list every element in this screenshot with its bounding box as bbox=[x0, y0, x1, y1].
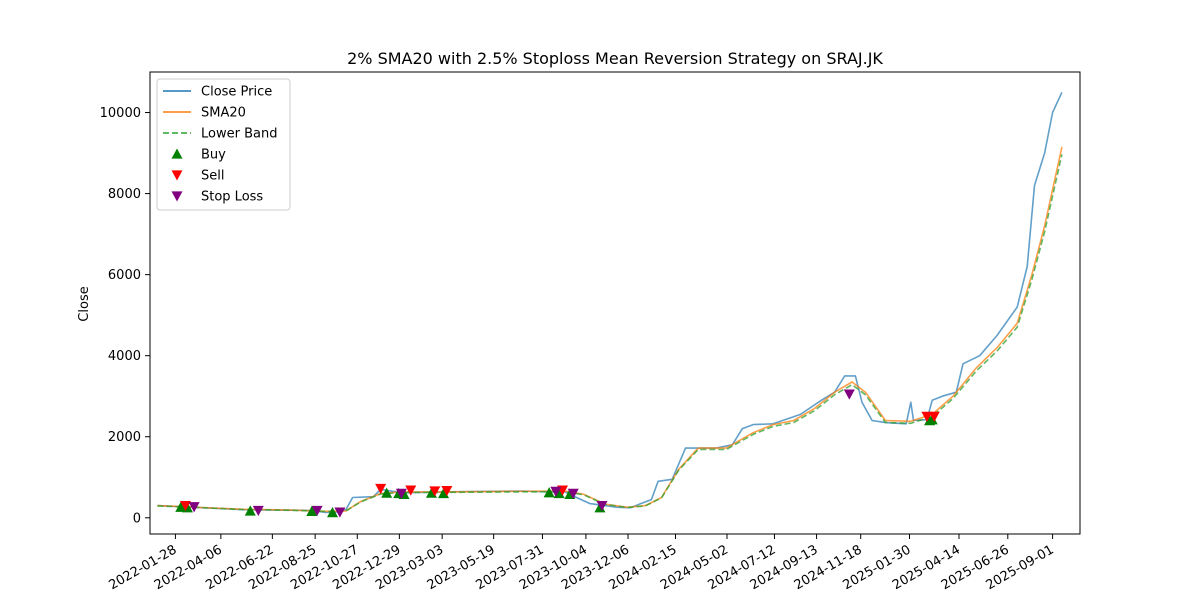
marker-buy bbox=[381, 487, 393, 498]
legend-label-sma20: SMA20 bbox=[201, 106, 246, 121]
marker-layer bbox=[175, 389, 940, 518]
marker-stop-loss bbox=[550, 486, 562, 497]
marker-sell bbox=[375, 483, 387, 495]
y-tick-label: 6000 bbox=[108, 268, 141, 283]
marker-sell bbox=[441, 485, 453, 497]
legend-marker-stop-loss bbox=[171, 191, 183, 202]
legend-label-sell: Sell bbox=[201, 169, 224, 184]
chart-title: 2% SMA20 with 2.5% Stoploss Mean Reversi… bbox=[347, 49, 883, 68]
y-tick-label: 2000 bbox=[108, 430, 141, 445]
marker-stop-loss bbox=[567, 488, 579, 499]
y-axis: 0 2000 4000 6000 8000 10000 bbox=[100, 106, 150, 526]
marker-stop-loss bbox=[188, 502, 200, 513]
marker-stop-loss bbox=[334, 507, 346, 518]
y-tick-label: 0 bbox=[133, 511, 141, 526]
marker-buy bbox=[543, 487, 555, 498]
marker-stop-loss bbox=[395, 488, 407, 499]
marker-buy bbox=[244, 505, 256, 516]
marker-stop-loss bbox=[252, 505, 264, 516]
y-tick-label: 10000 bbox=[100, 106, 141, 121]
plot-frame bbox=[149, 71, 1081, 535]
legend-label-lower-band: Lower Band bbox=[201, 127, 277, 142]
y-tick-label: 4000 bbox=[108, 349, 141, 364]
marker-buy bbox=[438, 487, 450, 499]
legend-marker-sell bbox=[171, 170, 183, 181]
x-axis: 2022-01-282022-04-062022-06-222022-08-25… bbox=[106, 534, 1057, 593]
legend: Close Price SMA20 Lower Band Buy Sell Stop Lo… bbox=[156, 78, 291, 211]
marker-buy bbox=[306, 505, 318, 516]
legend-label-buy: Buy bbox=[201, 148, 226, 163]
series-line-close-price bbox=[157, 91, 1063, 514]
marker-sell bbox=[928, 411, 940, 422]
marker-sell bbox=[429, 486, 441, 497]
series-line-sma20 bbox=[157, 146, 1063, 513]
legend-marker-buy bbox=[171, 148, 183, 159]
marker-stop-loss bbox=[843, 389, 855, 400]
marker-buy bbox=[175, 501, 187, 512]
legend-label-close-price: Close Price bbox=[201, 85, 272, 100]
marker-buy bbox=[926, 414, 938, 425]
marker-stop-loss bbox=[596, 500, 608, 512]
marker-sell bbox=[921, 411, 933, 422]
legend-label-stop-loss: Stop Loss bbox=[201, 190, 263, 205]
marker-sell bbox=[405, 485, 417, 496]
y-tick-label: 8000 bbox=[108, 187, 141, 202]
series-layer bbox=[157, 91, 1063, 514]
marker-sell bbox=[179, 500, 191, 512]
y-axis-label: Close bbox=[77, 286, 92, 321]
marker-buy bbox=[327, 507, 339, 518]
plot-area bbox=[150, 72, 1080, 534]
marker-stop-loss bbox=[311, 505, 323, 516]
